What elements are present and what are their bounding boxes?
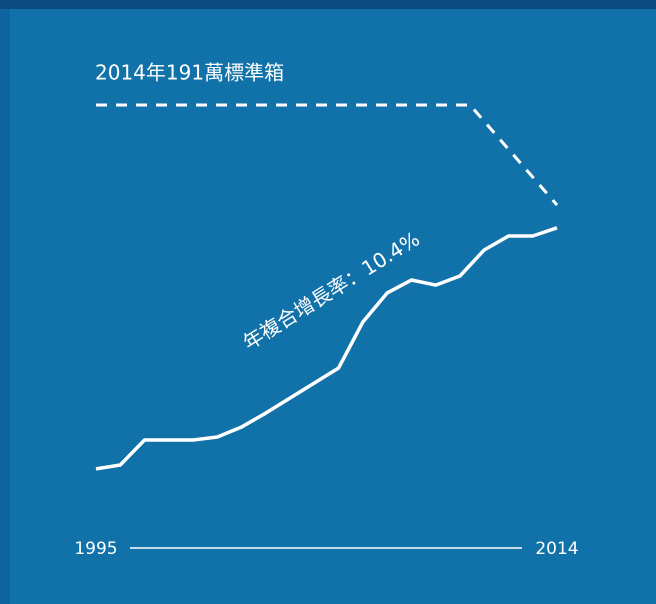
left-edge [0, 0, 10, 604]
reference-dash [96, 103, 559, 206]
top-strip [0, 0, 656, 9]
line [95, 226, 558, 471]
x-tick-label: 1995 [74, 539, 117, 559]
chart-title: 2014年191萬標準箱 [95, 61, 284, 85]
x-tick-label: 2014 [535, 539, 578, 559]
